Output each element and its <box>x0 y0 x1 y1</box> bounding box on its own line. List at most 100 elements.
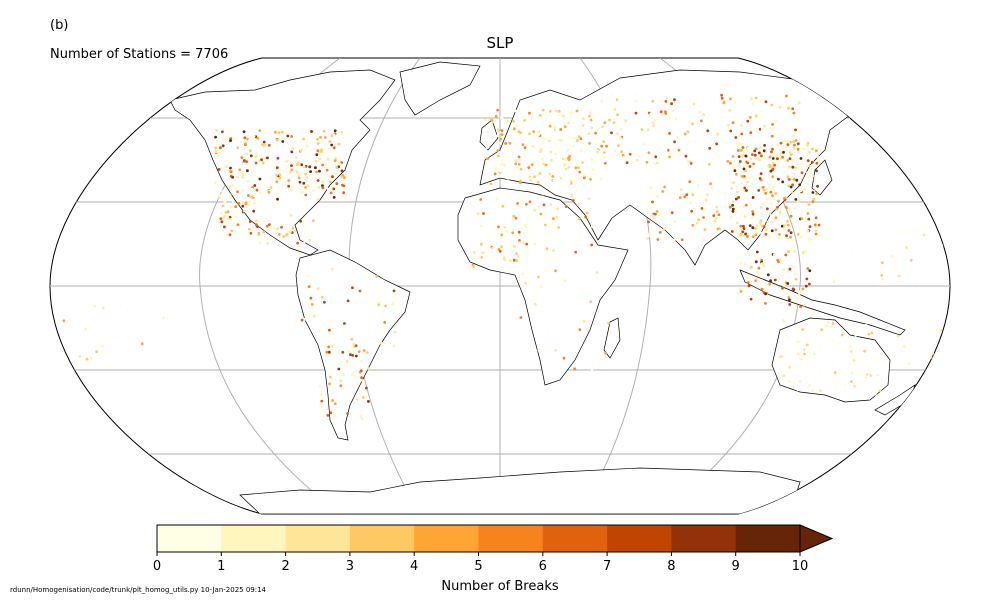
station-dot <box>578 170 582 174</box>
station-dot <box>616 132 619 136</box>
station-dot <box>377 324 381 328</box>
station-dot <box>833 388 837 391</box>
station-dot <box>521 143 525 147</box>
station-dot <box>743 215 747 219</box>
station-dot <box>306 184 310 188</box>
station-dot <box>608 118 611 122</box>
station-dot <box>713 220 717 223</box>
station-dot <box>479 200 483 204</box>
station-dot <box>651 189 654 193</box>
station-dot <box>280 225 283 229</box>
station-count: Number of Stations = 7706 <box>50 47 229 62</box>
station-dot <box>792 146 796 150</box>
station-dot <box>546 269 550 273</box>
station-dot <box>712 214 716 218</box>
station-dot <box>235 139 239 143</box>
station-dot <box>796 388 800 392</box>
station-dot <box>377 303 381 307</box>
station-dot <box>308 138 311 141</box>
station-dot <box>500 162 504 166</box>
station-dot <box>244 142 247 146</box>
station-dot <box>351 354 354 357</box>
station-dot <box>742 175 746 178</box>
station-dot <box>791 158 794 162</box>
station-dot <box>316 137 319 141</box>
station-dot <box>224 194 228 197</box>
station-dot <box>777 260 780 264</box>
station-dot <box>369 300 373 304</box>
station-dot <box>574 250 578 254</box>
station-dot <box>693 181 697 185</box>
station-dot <box>796 233 800 236</box>
station-dot <box>255 176 259 179</box>
station-dot <box>773 278 777 282</box>
station-dot <box>664 115 667 119</box>
station-dot <box>762 225 766 229</box>
station-dot <box>765 187 769 191</box>
station-dot <box>815 169 818 173</box>
station-dot <box>380 295 384 299</box>
station-dot <box>214 146 218 150</box>
station-dot <box>789 152 793 155</box>
station-dot <box>673 220 677 224</box>
station-dot <box>523 223 527 227</box>
station-dot <box>581 123 585 127</box>
station-dot <box>246 179 250 183</box>
station-dot <box>940 260 943 263</box>
station-dot <box>223 225 226 229</box>
station-dot <box>217 168 221 171</box>
station-dot <box>551 121 554 125</box>
station-dot <box>492 120 496 124</box>
station-dot <box>538 113 542 117</box>
station-dot <box>251 161 255 165</box>
station-dot <box>328 180 332 184</box>
station-dot <box>696 184 700 188</box>
station-dot <box>777 236 780 240</box>
station-dot <box>642 211 646 215</box>
station-dot <box>270 157 274 161</box>
station-dot <box>673 238 676 242</box>
station-dot <box>341 350 345 354</box>
station-dot <box>330 134 334 138</box>
station-dot <box>816 155 820 159</box>
station-dot <box>323 300 326 304</box>
station-dot <box>342 373 345 377</box>
station-dot <box>590 367 594 371</box>
station-dot <box>743 177 747 181</box>
station-dot <box>691 223 695 227</box>
station-dot <box>806 159 810 163</box>
station-dot <box>674 117 678 121</box>
station-dot <box>297 176 301 180</box>
station-dot <box>345 325 349 328</box>
station-dot <box>553 128 557 132</box>
station-dot <box>267 143 271 147</box>
station-dot <box>771 220 775 224</box>
station-dot <box>585 211 589 215</box>
station-dot <box>722 101 726 105</box>
station-dot <box>905 246 908 249</box>
station-dot <box>276 156 280 160</box>
station-dot <box>735 221 739 225</box>
station-dot <box>799 235 803 239</box>
station-dot <box>781 155 784 159</box>
station-dot <box>256 136 260 140</box>
station-dot <box>246 169 249 173</box>
station-dot <box>749 149 753 153</box>
station-dot <box>762 264 765 268</box>
station-dot <box>768 282 772 286</box>
station-dot <box>78 355 82 358</box>
station-dot <box>341 183 344 187</box>
station-dot <box>572 111 576 115</box>
station-dot <box>579 149 583 152</box>
station-dot <box>500 117 504 120</box>
station-dot <box>277 161 281 164</box>
station-dot <box>659 110 663 114</box>
station-dot <box>525 242 529 246</box>
station-dot <box>523 146 527 150</box>
station-dot <box>241 175 245 179</box>
station-dot <box>770 229 774 233</box>
station-dot <box>473 251 476 254</box>
station-dot <box>564 205 568 208</box>
station-dot <box>729 129 733 133</box>
station-dot <box>774 155 778 159</box>
